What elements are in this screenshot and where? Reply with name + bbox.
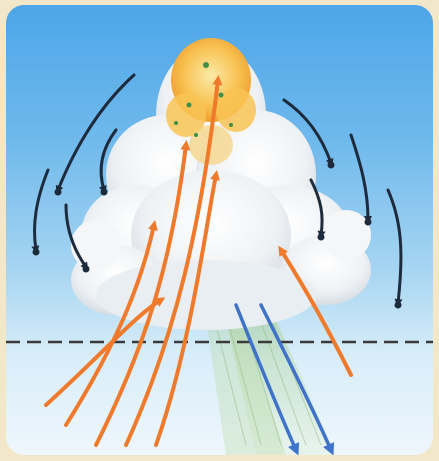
circulation-arrow: [282, 98, 334, 167]
circulation-arrow: [309, 178, 326, 239]
updraft-arrow: [124, 75, 223, 447]
circulation-arrow: [99, 128, 118, 194]
downdraft-arrows: [234, 303, 335, 455]
cloud-top-glow: [166, 38, 256, 165]
circulation-arrow: [31, 168, 50, 254]
circulation-arrow: [64, 203, 89, 271]
updraft-arrows: [44, 75, 353, 447]
downdraft-arrow: [259, 303, 335, 455]
circulation-arrow: [386, 188, 403, 307]
downdraft-arrow: [234, 303, 300, 455]
circulation-arrows: [31, 73, 403, 307]
sky-panel: [6, 5, 433, 455]
updraft-arrow: [64, 220, 158, 427]
circulation-arrow: [55, 73, 136, 194]
circulation-arrow-tails: [32, 161, 402, 309]
updraft-arrow: [278, 245, 353, 377]
updraft-arrow: [154, 170, 220, 447]
storm-illustration: [6, 38, 433, 455]
circulation-arrow: [349, 133, 372, 224]
updraft-arrow: [44, 297, 166, 407]
